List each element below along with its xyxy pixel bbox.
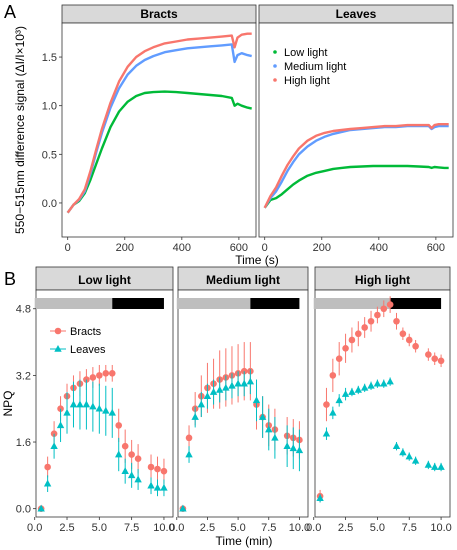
point-bracts — [406, 337, 413, 344]
y-tick-label: 1.5 — [42, 52, 57, 64]
plot-area-medium-light — [178, 290, 308, 517]
point-bracts — [425, 351, 432, 358]
point-bracts — [109, 370, 116, 377]
x-tick-label: 0.0 — [27, 522, 42, 534]
x-tick-label: 5.0 — [230, 522, 245, 534]
x-tick-label: 0.0 — [169, 522, 184, 534]
x-tick-label: 400 — [173, 242, 191, 254]
point-bracts — [400, 330, 407, 337]
point-bracts — [431, 355, 438, 362]
point-bracts — [96, 372, 103, 379]
point-bracts — [368, 318, 375, 325]
dark-period-bar — [390, 298, 441, 309]
y-tick-label: 1.6 — [16, 437, 31, 449]
point-bracts — [387, 301, 394, 308]
point-bracts — [349, 337, 356, 344]
x-tick-label: 7.5 — [124, 522, 139, 534]
x-tick-label: 200 — [116, 242, 134, 254]
strip-label-medium-light: Medium light — [206, 273, 280, 287]
x-tick-label: 10.0 — [430, 522, 451, 534]
point-bracts — [393, 318, 400, 325]
point-bracts — [186, 435, 193, 442]
point-bracts — [44, 464, 51, 471]
light-period-bar — [177, 298, 251, 309]
plot-layer: Bracts0 200 400 600Leaves0 200 400 6000.00.51.… — [1, 5, 453, 548]
legend-key — [273, 64, 277, 68]
point-bracts — [161, 468, 168, 475]
legend-label: Low light — [284, 47, 327, 59]
point-bracts — [102, 370, 109, 377]
x-axis-title-b: Time (min) — [216, 534, 273, 548]
point-bracts — [115, 422, 122, 429]
x-tick-label: 7.5 — [402, 522, 417, 534]
point-bracts — [323, 401, 330, 408]
x-tick-label: 0.0 — [306, 522, 321, 534]
point-bracts — [336, 355, 343, 362]
x-tick-label: 0 — [65, 242, 71, 254]
x-tick-label: 600 — [427, 242, 445, 254]
point-bracts — [438, 358, 445, 365]
panel-label-b: B — [4, 269, 16, 289]
point-bracts — [412, 343, 419, 350]
y-tick-label: 0.0 — [42, 198, 57, 210]
light-period-bar — [35, 298, 113, 309]
point-bracts — [128, 451, 135, 458]
strip-label-low-light: Low light — [78, 273, 131, 287]
dark-period-bar — [250, 298, 299, 309]
point-bracts — [355, 330, 362, 337]
legend-key-bracts — [55, 328, 62, 335]
dark-period-bar — [112, 298, 164, 309]
strip-label-bracts: Bracts — [140, 7, 178, 21]
y-axis-title-a: 550−515nm difference signal (ΔI/I×10³) — [13, 26, 27, 234]
x-tick-label: 2.5 — [59, 522, 74, 534]
x-tick-label: 400 — [370, 242, 388, 254]
light-period-bar — [314, 298, 390, 309]
x-axis-title-a: Time (s) — [235, 253, 279, 267]
legend-key — [273, 78, 277, 82]
x-tick-label: 5.0 — [370, 522, 385, 534]
y-tick-label: 1.0 — [42, 101, 57, 113]
plot-area-low-light — [36, 290, 173, 517]
x-tick-label: 2.5 — [200, 522, 215, 534]
x-tick-label: 2.5 — [338, 522, 353, 534]
y-tick-label: 0.0 — [16, 504, 31, 516]
point-bracts — [361, 324, 368, 331]
x-tick-label: 200 — [313, 242, 331, 254]
point-bracts — [374, 312, 381, 319]
legend-label-bracts: Bracts — [70, 326, 102, 338]
strip-label-high-light: High light — [355, 273, 410, 287]
legend-key — [273, 50, 277, 54]
point-bracts — [135, 455, 142, 462]
plot-area-high-light — [315, 290, 450, 517]
y-tick-label: 3.2 — [16, 370, 31, 382]
point-bracts — [122, 443, 129, 450]
point-bracts — [342, 345, 349, 352]
x-tick-label: 5.0 — [92, 522, 107, 534]
y-tick-label: 4.8 — [16, 304, 31, 316]
panel-label-a: A — [4, 2, 16, 22]
point-bracts — [154, 466, 161, 473]
x-tick-label: 7.5 — [261, 522, 276, 534]
y-tick-label: 0.5 — [42, 149, 57, 161]
point-bracts — [380, 305, 387, 312]
strip-label-leaves: Leaves — [336, 7, 377, 21]
y-axis-title-b: NPQ — [1, 390, 15, 416]
point-bracts — [90, 374, 97, 381]
legend-label-leaves: Leaves — [70, 344, 106, 356]
point-bracts — [148, 464, 155, 471]
legend-label: High light — [284, 75, 330, 87]
legend-label: Medium light — [284, 61, 346, 73]
point-bracts — [330, 372, 337, 379]
